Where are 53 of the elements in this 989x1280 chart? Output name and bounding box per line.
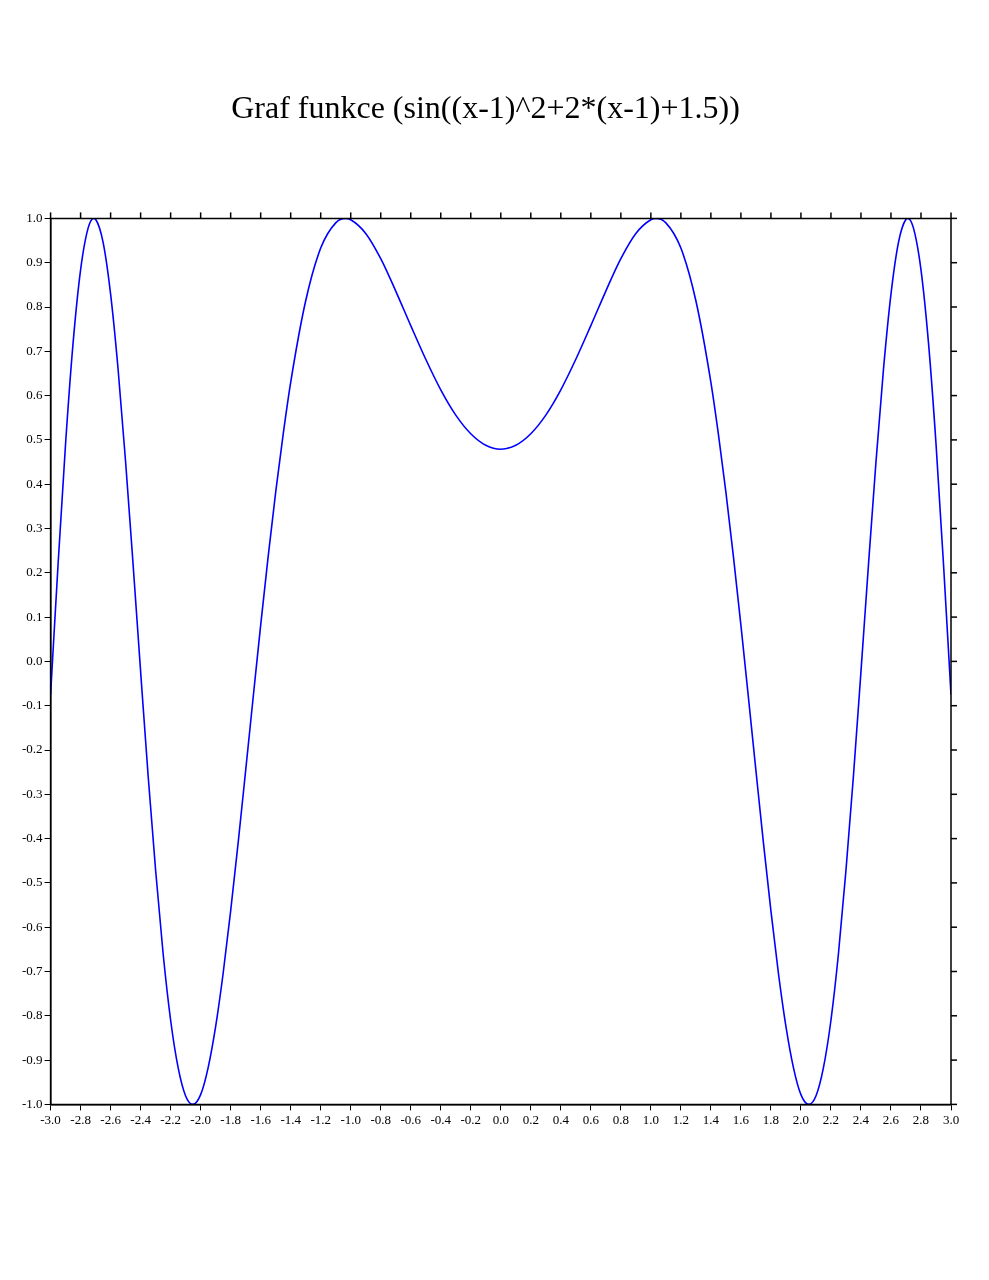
x-tick-label: -1.8 (220, 1111, 241, 1127)
x-tick-label: 2.8 (912, 1111, 930, 1127)
x-tick-label: 0.6 (582, 1111, 600, 1127)
x-tick-label: -0.6 (400, 1111, 422, 1127)
x-tick-label: -2.2 (160, 1111, 181, 1127)
chart-title: Graf funkce (sin((x-1)^2+2*(x-1)+1.5)) (231, 88, 740, 125)
y-tick-label: -1.0 (21, 1095, 43, 1111)
x-tick-label: -0.4 (430, 1111, 452, 1127)
x-tick-label: 1.4 (702, 1111, 720, 1127)
x-tick-label: 2.6 (882, 1111, 900, 1127)
x-tick-label: 1.8 (762, 1111, 780, 1127)
y-tick-label: 0.3 (26, 519, 43, 535)
y-tick-label: 0.2 (26, 564, 43, 580)
x-tick-label: -1.2 (310, 1111, 331, 1127)
y-tick-label: 0.0 (26, 652, 43, 668)
x-tick-label: -0.8 (370, 1111, 392, 1127)
x-tick-label: 0.2 (522, 1111, 539, 1127)
x-tick-label: -3.0 (40, 1111, 61, 1127)
y-tick-label: -0.9 (21, 1051, 43, 1067)
x-tick-label: -2.4 (130, 1111, 152, 1127)
x-tick-label: 0.8 (612, 1111, 629, 1127)
y-tick-label: 0.7 (26, 342, 44, 358)
x-tick-label: 2.2 (822, 1111, 840, 1127)
y-tick-label: 1.0 (26, 209, 43, 225)
x-tick-label: -1.6 (250, 1111, 272, 1127)
y-tick-label: 0.4 (26, 475, 44, 491)
x-tick-label: -1.4 (280, 1111, 302, 1127)
x-tick-label: 0.0 (492, 1111, 509, 1127)
x-tick-label: 2.4 (852, 1111, 870, 1127)
y-tick-label: 0.8 (26, 298, 43, 314)
y-tick-label: -0.3 (21, 785, 43, 801)
x-tick-label: -2.0 (190, 1111, 211, 1127)
y-tick-label: -0.2 (21, 741, 43, 757)
x-tick-label: -2.8 (70, 1111, 91, 1127)
y-tick-label: -0.8 (21, 1007, 43, 1023)
x-tick-label: 1.6 (732, 1111, 750, 1127)
x-tick-label: 3.0 (942, 1111, 960, 1127)
x-tick-label: -1.0 (340, 1111, 362, 1127)
y-tick-label: -0.4 (21, 830, 44, 846)
y-tick-label: 0.6 (26, 387, 44, 403)
y-tick-label: 0.9 (26, 254, 43, 270)
y-tick-label: 0.1 (26, 608, 43, 624)
y-tick-label: -0.5 (21, 874, 43, 890)
y-tick-label: -0.7 (21, 962, 44, 978)
x-tick-label: 1.2 (672, 1111, 689, 1127)
y-tick-label: 0.5 (26, 431, 43, 447)
x-tick-label: 2.0 (792, 1111, 810, 1127)
x-tick-label: 1.0 (642, 1111, 659, 1127)
x-tick-label: -2.6 (100, 1111, 122, 1127)
y-tick-label: -0.1 (21, 697, 43, 713)
y-tick-label: -0.6 (21, 918, 44, 934)
x-tick-label: 0.4 (552, 1111, 570, 1127)
x-tick-label: -0.2 (460, 1111, 482, 1127)
